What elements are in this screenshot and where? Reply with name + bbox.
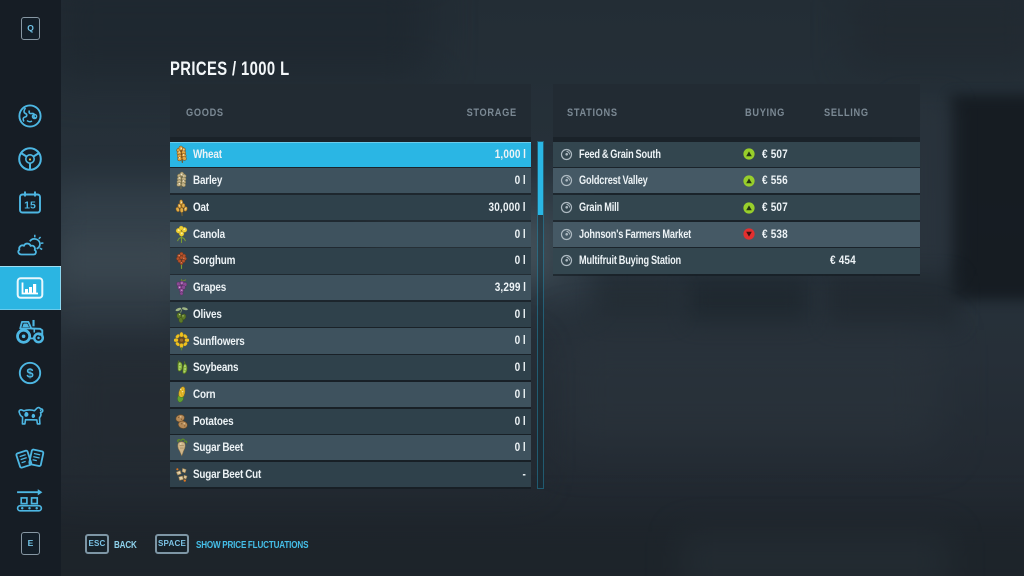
svg-text:15: 15	[24, 200, 36, 212]
svg-text:$: $	[26, 366, 34, 381]
